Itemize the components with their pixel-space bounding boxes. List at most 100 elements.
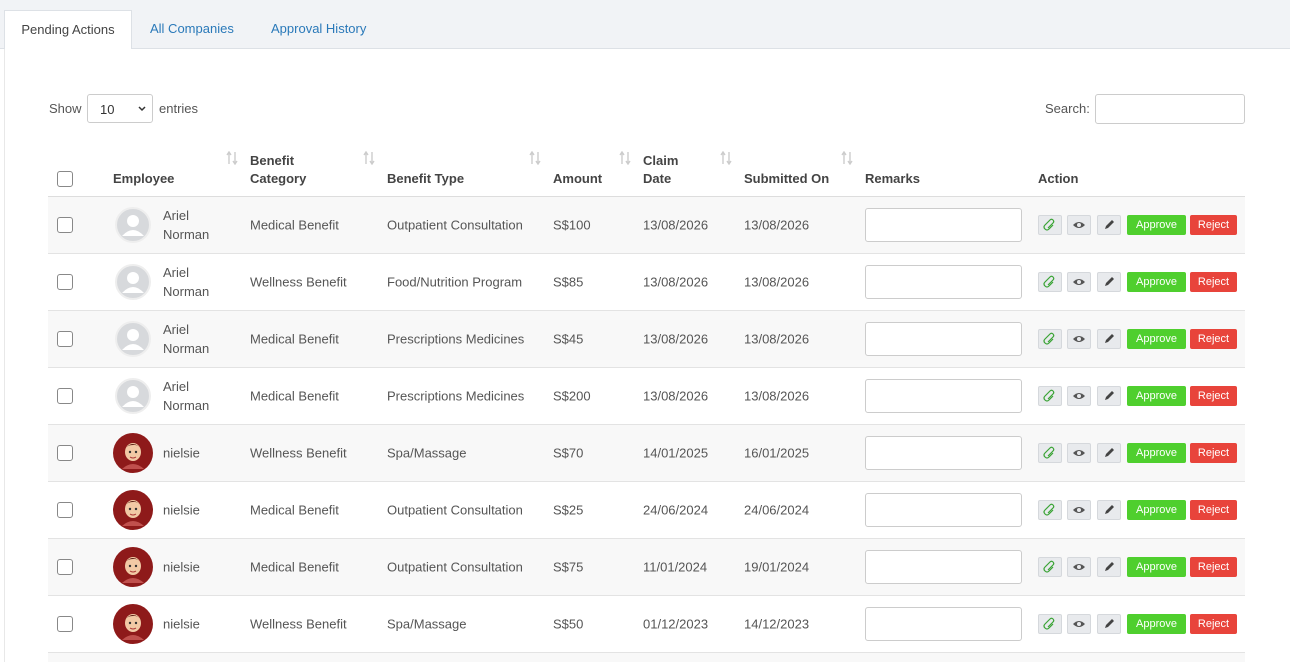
- cell-text: 24/06/2024: [643, 502, 709, 518]
- search-input[interactable]: [1095, 94, 1245, 124]
- reject-button[interactable]: Reject: [1190, 614, 1237, 634]
- checkbox[interactable]: [57, 616, 73, 632]
- reject-button[interactable]: Reject: [1190, 272, 1237, 292]
- label: entries: [159, 101, 199, 116]
- remarks-input[interactable]: [865, 322, 1022, 356]
- tab[interactable]: All Companies: [150, 21, 234, 36]
- reject-button[interactable]: Reject: [1190, 329, 1237, 349]
- edit-button[interactable]: [1097, 443, 1121, 463]
- view-button[interactable]: [1067, 557, 1091, 577]
- cell-text: S$70: [553, 445, 584, 461]
- cell-text: 14/12/2023: [744, 616, 810, 632]
- view-button[interactable]: [1067, 386, 1091, 406]
- avatar: [113, 433, 153, 473]
- cell-text: 24/06/2024: [744, 502, 810, 518]
- tab[interactable]: Pending Actions: [4, 10, 132, 50]
- cell-text: Food/Nutrition Program: [387, 274, 523, 290]
- reject-button[interactable]: Reject: [1190, 215, 1237, 235]
- view-button[interactable]: [1067, 443, 1091, 463]
- edit-button[interactable]: [1097, 386, 1121, 406]
- attach-button[interactable]: [1038, 386, 1062, 406]
- avatar: [115, 378, 155, 418]
- checkbox[interactable]: [57, 388, 73, 404]
- edit-button[interactable]: [1097, 614, 1121, 634]
- checkbox[interactable]: [57, 171, 73, 187]
- remarks-input[interactable]: [865, 550, 1022, 584]
- cell-text: 13/08/2026: [744, 217, 810, 233]
- cell-text: S$85: [553, 274, 584, 290]
- approve-button[interactable]: Approve: [1127, 329, 1186, 349]
- column-header[interactable]: Amount: [553, 171, 603, 186]
- attach-button[interactable]: [1038, 272, 1062, 292]
- edit-button[interactable]: [1097, 500, 1121, 520]
- select-value: 10: [100, 102, 115, 117]
- entries-select[interactable]: 10: [87, 94, 153, 123]
- reject-button[interactable]: Reject: [1190, 557, 1237, 577]
- view-button[interactable]: [1067, 272, 1091, 292]
- column-header[interactable]: Benefit Type: [387, 171, 465, 186]
- cell-text: Medical Benefit: [250, 217, 339, 233]
- column-header[interactable]: Submitted On: [744, 171, 830, 186]
- cell-text: Prescriptions Medicines: [387, 388, 525, 404]
- view-button[interactable]: [1067, 215, 1091, 235]
- label: Show: [49, 101, 82, 116]
- edit-button[interactable]: [1097, 215, 1121, 235]
- checkbox[interactable]: [57, 217, 73, 233]
- cell-text: 14/01/2025: [643, 445, 709, 461]
- approve-button[interactable]: Approve: [1127, 386, 1186, 406]
- cell-text: 13/08/2026: [643, 217, 709, 233]
- attach-button[interactable]: [1038, 500, 1062, 520]
- cell-text: nielsie: [163, 616, 200, 632]
- cell-text: S$75: [553, 559, 584, 575]
- column-header: Action: [1038, 171, 1079, 186]
- attach-button[interactable]: [1038, 614, 1062, 634]
- cell-text: nielsie: [163, 559, 200, 575]
- cell-text: Outpatient Consultation: [387, 217, 523, 233]
- view-button[interactable]: [1067, 329, 1091, 349]
- cell-text: 11/01/2024: [643, 559, 708, 575]
- attach-button[interactable]: [1038, 215, 1062, 235]
- approve-button[interactable]: Approve: [1127, 443, 1186, 463]
- cell-text: Prescriptions Medicines: [387, 331, 525, 347]
- attach-button[interactable]: [1038, 443, 1062, 463]
- cell-text: Ariel Norman: [163, 322, 210, 356]
- cell-text: Outpatient Consultation: [387, 502, 523, 518]
- checkbox[interactable]: [57, 502, 73, 518]
- edit-button[interactable]: [1097, 557, 1121, 577]
- reject-button[interactable]: Reject: [1190, 500, 1237, 520]
- attach-button[interactable]: [1038, 557, 1062, 577]
- reject-button[interactable]: Reject: [1190, 386, 1237, 406]
- approve-button[interactable]: Approve: [1127, 215, 1186, 235]
- approve-button[interactable]: Approve: [1127, 500, 1186, 520]
- reject-button[interactable]: Reject: [1190, 443, 1237, 463]
- cell-text: Medical Benefit: [250, 331, 339, 347]
- edit-button[interactable]: [1097, 272, 1121, 292]
- approve-button[interactable]: Approve: [1127, 557, 1186, 577]
- view-button[interactable]: [1067, 614, 1091, 634]
- cell-text: Wellness Benefit: [250, 445, 347, 461]
- approve-button[interactable]: Approve: [1127, 614, 1186, 634]
- cell-text: 13/08/2026: [643, 388, 709, 404]
- remarks-input[interactable]: [865, 607, 1022, 641]
- attach-button[interactable]: [1038, 329, 1062, 349]
- view-button[interactable]: [1067, 500, 1091, 520]
- checkbox[interactable]: [57, 274, 73, 290]
- remarks-input[interactable]: [865, 265, 1022, 299]
- remarks-input[interactable]: [865, 379, 1022, 413]
- avatar: [113, 547, 153, 587]
- cell-text: Medical Benefit: [250, 388, 339, 404]
- column-header[interactable]: Benefit Category: [250, 153, 307, 186]
- column-header[interactable]: Employee: [113, 171, 175, 186]
- remarks-input[interactable]: [865, 208, 1022, 242]
- sort-icon: [720, 150, 732, 168]
- cell-text: 19/01/2024: [744, 559, 810, 575]
- edit-button[interactable]: [1097, 329, 1121, 349]
- column-header[interactable]: Claim Date: [643, 153, 679, 186]
- checkbox[interactable]: [57, 445, 73, 461]
- tab[interactable]: Approval History: [271, 21, 367, 36]
- approve-button[interactable]: Approve: [1127, 272, 1186, 292]
- remarks-input[interactable]: [865, 493, 1022, 527]
- checkbox[interactable]: [57, 331, 73, 347]
- remarks-input[interactable]: [865, 436, 1022, 470]
- checkbox[interactable]: [57, 559, 73, 575]
